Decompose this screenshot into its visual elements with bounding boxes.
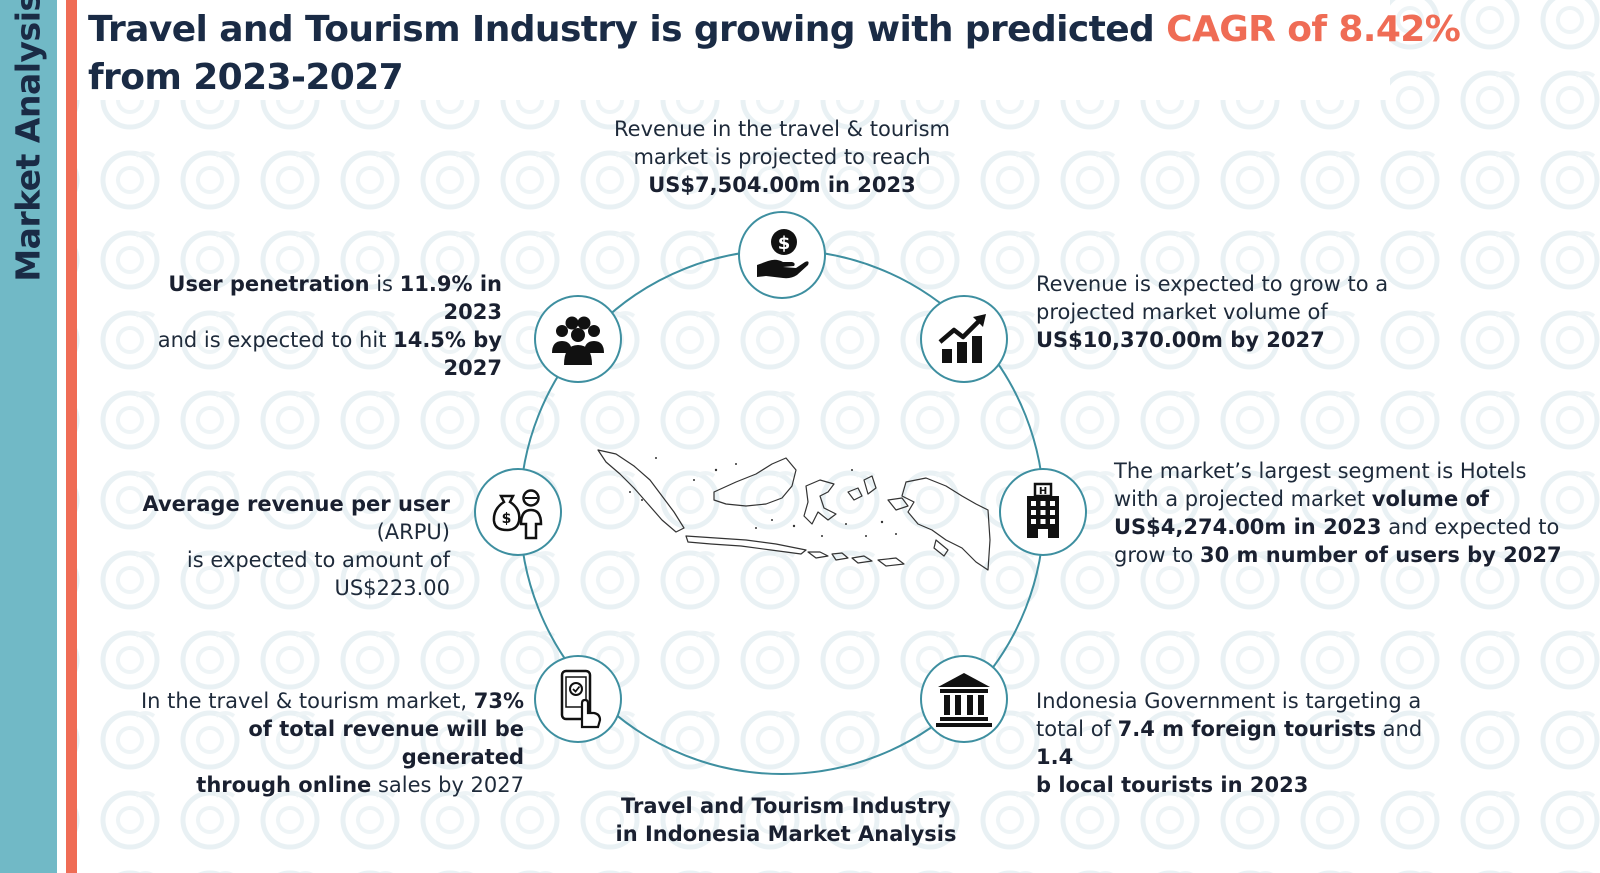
node-hotels-segment: H (999, 468, 1087, 556)
gov-line2c: and (1376, 717, 1423, 741)
accent-bar (66, 0, 77, 873)
node-arpu: $ (474, 468, 562, 556)
revenue-2023-value: US$7,504.00m in 2023 (648, 173, 916, 197)
center-caption-line1: Travel and Tourism Industry (621, 794, 951, 818)
hotels-line4a: grow to (1114, 543, 1200, 567)
text-hotels-segment: The market’s largest segment is Hotels w… (1114, 457, 1584, 569)
gov-line3: b local tourists in 2023 (1036, 773, 1309, 797)
online-line3a: through online (196, 773, 372, 797)
hotels-line3a: US$4,274.00m in 2023 (1114, 515, 1382, 539)
text-government-target: Indonesia Government is targeting a tota… (1036, 687, 1456, 799)
text-arpu: Average revenue per user (ARPU) is expec… (80, 490, 450, 602)
center-caption: Travel and Tourism Industry in Indonesia… (596, 792, 976, 848)
text-revenue-2027: Revenue is expected to grow to a project… (1036, 270, 1416, 354)
title-part2: from 2023-2027 (88, 57, 404, 98)
gov-line2d: 1.4 (1036, 745, 1074, 769)
revenue-2023-line2: market is projected to reach (633, 145, 931, 169)
node-government-target (920, 655, 1008, 743)
money-hand-icon: $ (757, 229, 809, 279)
arpu-line1a: Average revenue per user (142, 492, 450, 516)
government-building-icon (936, 673, 992, 727)
title-part1: Travel and Tourism Industry is growing w… (88, 9, 1167, 50)
revenue-2027-line2: projected market volume of (1036, 300, 1328, 324)
online-line1a: In the travel & tourism market, (140, 689, 474, 713)
user-group-icon (552, 316, 604, 365)
hotels-line3b: and expected to (1381, 515, 1560, 539)
svg-text:H: H (1039, 486, 1047, 497)
penetration-line3: 2027 (443, 356, 502, 380)
text-online-sales: In the travel & tourism market, 73% of t… (120, 687, 524, 799)
gov-line1: Indonesia Government is targeting a (1036, 689, 1422, 713)
arpu-line2: is expected to amount of US$223.00 (186, 548, 450, 600)
penetration-line1c: 11.9% in 2023 (399, 272, 502, 324)
svg-text:$: $ (502, 511, 512, 527)
title-highlight: CAGR of 8.42% (1166, 9, 1461, 50)
revenue-2027-line1: Revenue is expected to grow to a (1036, 272, 1389, 296)
online-line3b: sales by 2027 (371, 773, 524, 797)
text-user-penetration: User penetration is 11.9% in 2023 and is… (130, 270, 502, 382)
node-revenue-2027 (920, 295, 1008, 383)
node-online-sales (534, 655, 622, 743)
indonesia-map (597, 449, 991, 571)
center-caption-line2: in Indonesia Market Analysis (615, 822, 957, 846)
online-line2: of total revenue will be generated (248, 717, 524, 769)
revenue-2023-line1: Revenue in the travel & tourism (614, 117, 950, 141)
penetration-line2a: and is expected to hit (157, 328, 394, 352)
penetration-line1b: is (369, 272, 400, 296)
hotel-building-icon: H (1027, 482, 1059, 538)
money-bag-person-icon: $ (492, 489, 543, 540)
touch-phone-icon (560, 669, 602, 729)
arpu-line1b: (ARPU) (376, 520, 450, 544)
revenue-2027-value: US$10,370.00m by 2027 (1036, 328, 1325, 352)
node-revenue-2023: $ (738, 211, 826, 299)
node-user-penetration (534, 295, 622, 383)
svg-text:$: $ (778, 233, 791, 254)
gov-line2b: 7.4 m foreign tourists (1117, 717, 1376, 741)
page-title: Travel and Tourism Industry is growing w… (88, 6, 1528, 102)
gov-line2a: total of (1036, 717, 1118, 741)
hotels-line4b: 30 m number of users by 2027 (1199, 543, 1562, 567)
online-line1b: 73% (473, 689, 524, 713)
hotels-line2b: volume of (1371, 487, 1490, 511)
sidebar-strip: Market Analysis (0, 0, 57, 873)
text-revenue-2023: Revenue in the travel & tourism market i… (581, 115, 983, 199)
hotels-line1: The market’s largest segment is Hotels (1114, 459, 1527, 483)
penetration-line2b: 14.5% by (393, 328, 502, 352)
sidebar-label: Market Analysis (8, 0, 48, 282)
penetration-line1a: User penetration (168, 272, 370, 296)
growth-chart-icon (938, 314, 986, 363)
hotels-line2a: with a projected market (1114, 487, 1372, 511)
